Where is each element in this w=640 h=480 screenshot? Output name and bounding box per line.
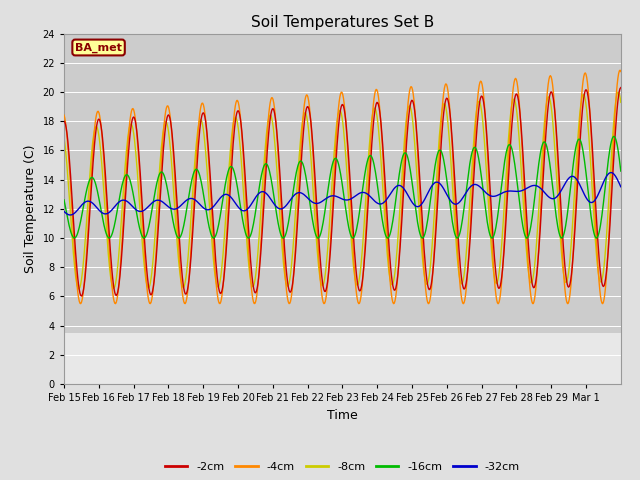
X-axis label: Time: Time [327,408,358,421]
Bar [64,333,621,384]
Legend: -2cm, -4cm, -8cm, -16cm, -32cm: -2cm, -4cm, -8cm, -16cm, -32cm [161,457,524,477]
Text: BA_met: BA_met [75,42,122,53]
Y-axis label: Soil Temperature (C): Soil Temperature (C) [24,144,37,273]
Title: Soil Temperatures Set B: Soil Temperatures Set B [251,15,434,30]
